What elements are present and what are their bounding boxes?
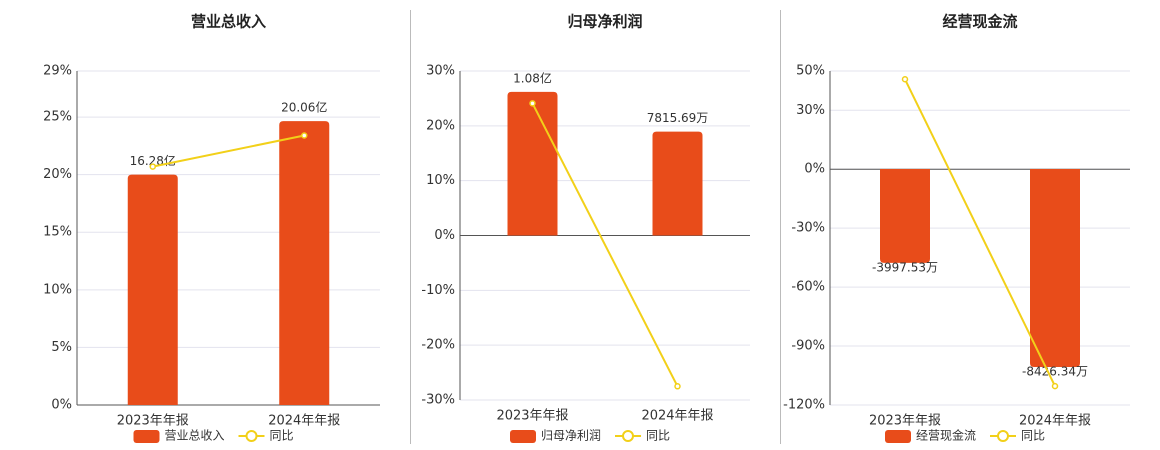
y-tick-label: 30% (796, 103, 825, 118)
legend-label: 同比 (270, 429, 294, 443)
value-label: 20.06亿 (281, 100, 327, 115)
y-tick-label: 0% (51, 398, 72, 413)
legend-label: 归母净利润 (541, 429, 601, 443)
legend-label: 同比 (1021, 429, 1045, 443)
y-tick-label: 50% (796, 64, 825, 79)
y-tick-label: -10% (421, 283, 455, 298)
bar (507, 91, 558, 236)
y-tick-label: 10% (426, 173, 455, 188)
legend-swatch (510, 430, 536, 443)
legend-label: 同比 (646, 429, 670, 443)
y-tick-label: 5% (51, 340, 72, 355)
legend-label: 经营现金流 (916, 428, 976, 443)
chart-title: 营业总收入 (191, 13, 266, 31)
value-label: -8426.34万 (1022, 364, 1088, 378)
line-point (674, 383, 681, 390)
x-tick-label: 2023年年报 (496, 409, 568, 424)
bar (880, 169, 930, 263)
line-point (529, 100, 536, 107)
y-tick-label: -90% (791, 339, 825, 354)
y-tick-label: -30% (421, 393, 455, 408)
legend-label: 营业总收入 (165, 429, 225, 443)
x-tick-label: 2024年年报 (641, 409, 713, 424)
y-tick-label: 20% (43, 167, 72, 182)
line (531, 102, 679, 387)
y-tick-label: 0% (434, 228, 455, 243)
bar (1030, 169, 1080, 367)
line-point (149, 163, 156, 170)
value-label: 1.08亿 (513, 70, 552, 85)
x-tick-label: 2023年年报 (117, 414, 189, 429)
y-tick-label: -60% (791, 280, 825, 295)
line (152, 134, 305, 168)
value-label: -3997.53万 (872, 260, 938, 274)
y-tick-label: 10% (43, 282, 72, 297)
x-tick-label: 2024年年报 (268, 414, 340, 429)
chart-title: 归母净利润 (567, 13, 642, 31)
line-point (901, 76, 909, 83)
legend-marker (997, 430, 1009, 442)
y-tick-label: 0% (804, 162, 825, 177)
y-tick-label: 29% (43, 64, 72, 79)
legend-swatch (885, 430, 911, 443)
legend-swatch (133, 430, 160, 443)
legend-marker (245, 430, 258, 442)
line (904, 78, 1056, 387)
line-point (1051, 382, 1059, 390)
bar (652, 131, 703, 236)
y-tick-label: 20% (426, 118, 455, 133)
bar (279, 121, 330, 405)
y-tick-label: -20% (421, 338, 455, 353)
y-tick-label: 15% (43, 225, 72, 240)
chart-title: 经营现金流 (942, 13, 1017, 31)
line-point (301, 132, 308, 139)
value-label: 7815.69万 (647, 111, 709, 125)
x-tick-label: 2023年年报 (869, 414, 941, 429)
y-tick-label: -30% (791, 221, 825, 236)
x-tick-label: 2024年年报 (1019, 414, 1091, 429)
y-tick-label: -120% (783, 398, 825, 413)
bar (127, 174, 178, 405)
y-tick-label: 25% (43, 110, 72, 125)
legend-marker (622, 430, 634, 442)
y-tick-label: 30% (426, 64, 455, 79)
